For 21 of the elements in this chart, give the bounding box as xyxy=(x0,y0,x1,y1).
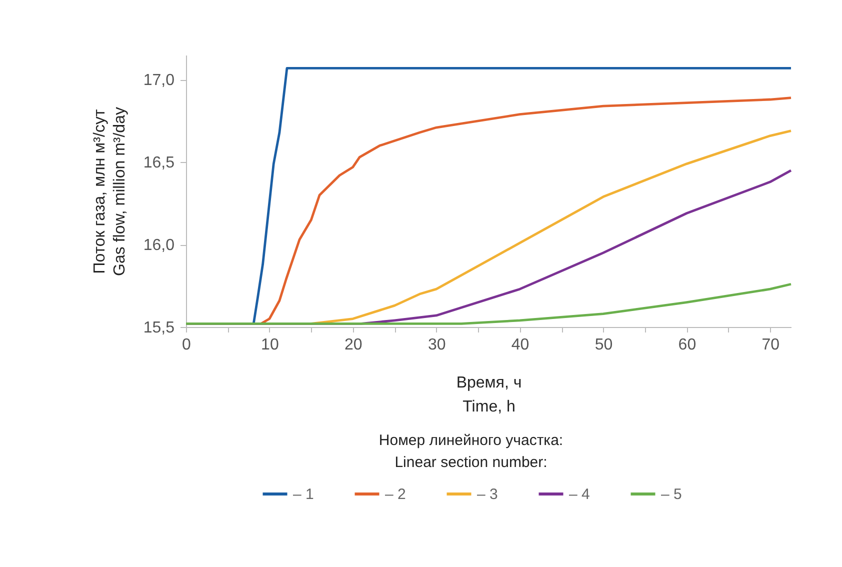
line-series xyxy=(184,282,792,325)
legend-title: Номер линейного участка: Linear section number: xyxy=(378,432,564,471)
y-tick-label: 15,5 xyxy=(143,320,175,336)
legend-label: – 4 xyxy=(569,486,590,503)
x-tick-label: 10 xyxy=(261,336,279,354)
legend-label: – 5 xyxy=(661,486,682,503)
legend-label: – 2 xyxy=(385,486,406,503)
x-tick-label: 40 xyxy=(511,336,530,354)
legend-label: – 3 xyxy=(477,486,498,503)
y-tick-label: 17,0 xyxy=(143,72,175,90)
x-tick-label: 20 xyxy=(344,336,362,354)
x-tick-label: 50 xyxy=(594,336,613,354)
x-tick-label: 30 xyxy=(428,336,446,354)
x-tick-label: 60 xyxy=(678,336,696,354)
y-axis-title: Поток газа, млн м³/сут Gas flow, million m³/day xyxy=(91,107,128,276)
y-tick-label: 16,5 xyxy=(143,154,175,172)
x-tick-label: 70 xyxy=(762,336,780,354)
x-axis-title: Время, ч Time, h xyxy=(456,374,522,416)
x-tick-label: 0 xyxy=(182,336,192,354)
legend-label: – 1 xyxy=(293,486,314,503)
y-tick-label: 16,0 xyxy=(143,237,175,254)
